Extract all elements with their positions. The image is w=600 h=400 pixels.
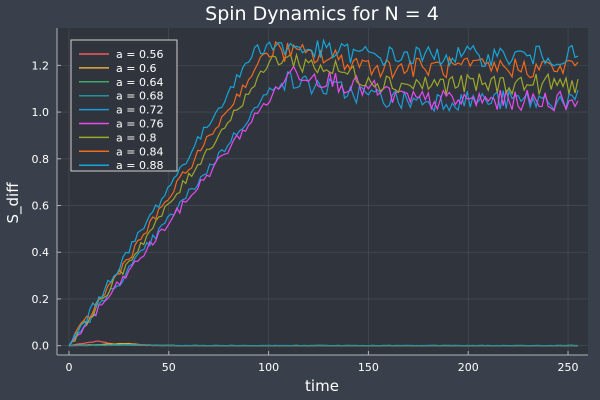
y-tick-label: 0.8 (32, 153, 50, 166)
legend-entry-3: a = 0.64 (116, 76, 163, 89)
x-axis-ticks: 0 50 100 150 200 250 (65, 351, 579, 374)
y-tick-label: 0.0 (32, 340, 50, 353)
series-line-7 (68, 52, 579, 347)
series-line-8 (68, 40, 579, 347)
x-tick-label: 200 (458, 361, 479, 374)
y-axis-label: S_diff (4, 182, 23, 224)
y-axis-ticks: 0.0 0.2 0.4 0.6 0.8 1.0 1.2 (32, 59, 61, 353)
legend-entry-9: a = 0.88 (116, 159, 163, 172)
y-tick-label: 0.2 (32, 293, 50, 306)
series-line-6 (68, 65, 579, 347)
series-line-9 (68, 38, 579, 347)
y-tick-label: 1.0 (32, 106, 50, 119)
legend-entry-8: a = 0.84 (116, 145, 163, 158)
x-tick-label: 0 (65, 361, 72, 374)
y-tick-label: 0.6 (32, 200, 50, 213)
chart-title: Spin Dynamics for N = 4 (205, 3, 439, 25)
series-lines (68, 38, 579, 347)
x-tick-label: 100 (258, 361, 279, 374)
x-axis-label: time (305, 377, 339, 395)
legend-entry-5: a = 0.72 (116, 104, 163, 117)
y-tick-label: 1.2 (32, 59, 50, 72)
legend-box (70, 39, 178, 172)
x-tick-label: 50 (162, 361, 176, 374)
series-line-5 (68, 71, 579, 347)
legend-entry-7: a = 0.8 (116, 131, 156, 144)
x-tick-label: 150 (358, 361, 379, 374)
legend-entry-2: a = 0.6 (116, 62, 156, 75)
legend-entry-6: a = 0.76 (116, 118, 163, 131)
legend-entry-4: a = 0.68 (116, 90, 163, 103)
x-tick-label: 250 (558, 361, 579, 374)
y-tick-label: 0.4 (32, 246, 50, 259)
legend-entry-1: a = 0.56 (116, 48, 163, 61)
series-line-4 (68, 344, 579, 347)
legend: a = 0.56a = 0.6a = 0.64a = 0.68a = 0.72a… (70, 39, 178, 172)
